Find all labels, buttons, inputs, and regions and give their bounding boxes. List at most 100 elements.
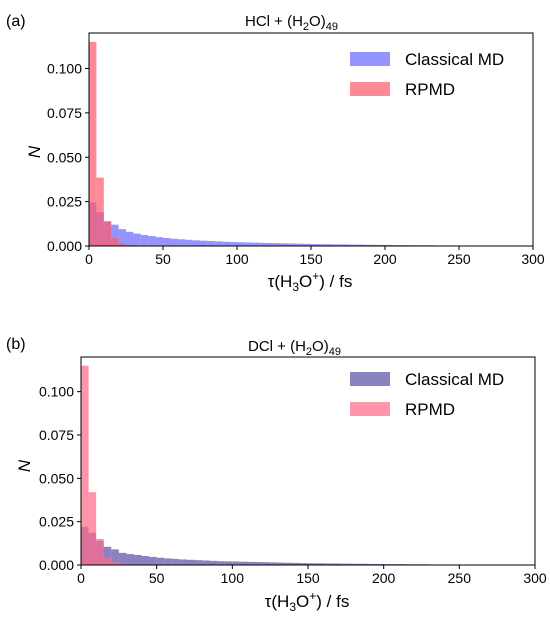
- x-tick-label: 250: [448, 570, 472, 586]
- series-rpmd: [81, 365, 127, 565]
- histogram-bar: [171, 558, 180, 565]
- histogram-bar: [133, 233, 141, 246]
- y-tick-label: 0.025: [39, 514, 74, 530]
- histogram-bar: [338, 563, 346, 565]
- histogram-bar: [179, 559, 187, 565]
- histogram-bar: [209, 560, 218, 565]
- series-classical-md: [89, 202, 459, 246]
- histogram-bar: [140, 234, 149, 246]
- histogram-bar: [239, 561, 248, 565]
- y-tick-label: 0.100: [47, 61, 82, 77]
- x-tick-label: 250: [447, 251, 471, 267]
- histogram-bar: [288, 243, 297, 246]
- histogram-bar: [296, 243, 304, 246]
- histogram-bar: [164, 558, 172, 565]
- histogram-bar: [315, 563, 324, 565]
- x-tick-label: 100: [221, 570, 245, 586]
- x-tick-label: 0: [77, 570, 85, 586]
- histogram-bar: [170, 238, 178, 246]
- y-tick-label: 0.025: [47, 194, 82, 210]
- histogram-bar: [318, 244, 326, 246]
- y-tick-label: 0.000: [47, 238, 82, 254]
- legend-label: Classical MD: [405, 50, 504, 69]
- histogram-bar: [345, 563, 354, 565]
- histogram-bar: [368, 563, 377, 565]
- x-tick-label: 50: [149, 570, 165, 586]
- histogram-bar: [362, 244, 371, 246]
- legend: Classical MD RPMD: [350, 370, 504, 419]
- x-tick-label: 300: [521, 251, 545, 267]
- x-tick-label: 200: [373, 251, 397, 267]
- x-tick-label: 300: [523, 570, 547, 586]
- histogram-bar: [103, 546, 112, 565]
- histogram-bar: [353, 563, 361, 565]
- histogram-bar: [96, 177, 104, 246]
- panel-a: (a) HCl + (H2O)49 N τ(H3O+) / fs 0 50 100 1…: [6, 13, 545, 294]
- chart-title: HCl + (H2O)49: [245, 13, 338, 33]
- histogram-bar: [222, 241, 230, 246]
- histogram-bar: [323, 563, 331, 565]
- histogram-bar: [259, 242, 267, 246]
- histogram-bar: [262, 562, 271, 565]
- histogram-bar: [111, 238, 119, 246]
- panel-label: (b): [6, 336, 26, 353]
- histogram-bar: [330, 563, 339, 565]
- histogram-bar: [202, 560, 210, 565]
- y-tick-label: 0.050: [39, 470, 74, 486]
- legend: Classical MD RPMD: [350, 50, 504, 99]
- histogram-bar: [308, 563, 316, 565]
- histogram-bar: [81, 365, 89, 565]
- histogram-bar: [207, 241, 215, 246]
- histogram-bar: [217, 561, 225, 565]
- histogram-bar: [274, 243, 282, 246]
- x-tick-label: 0: [85, 251, 93, 267]
- histogram-bar: [88, 492, 97, 565]
- x-tick-label: 150: [296, 570, 320, 586]
- y-tick-label: 0.100: [39, 384, 74, 400]
- histogram-bar: [126, 554, 134, 565]
- histogram-bar: [214, 241, 223, 246]
- histogram-bar: [292, 562, 301, 565]
- histogram-bar: [177, 239, 186, 246]
- histogram-bar: [156, 557, 165, 565]
- legend-swatch: [350, 372, 390, 386]
- legend-label: RPMD: [405, 400, 455, 419]
- y-tick-label: 0.075: [39, 427, 74, 443]
- histogram-bar: [270, 562, 278, 565]
- legend-label: Classical MD: [405, 370, 504, 389]
- series-classical-md: [81, 526, 467, 565]
- histogram-bar: [229, 242, 237, 246]
- legend-swatch: [350, 52, 390, 66]
- histogram-bar: [355, 244, 363, 246]
- histogram-bar: [118, 229, 126, 246]
- histogram-bar: [111, 549, 119, 565]
- x-tick-label: 50: [155, 251, 171, 267]
- histogram-bar: [141, 555, 150, 565]
- histogram-bar: [194, 560, 203, 565]
- histogram-bar: [200, 240, 208, 246]
- x-tick-label: 100: [225, 251, 249, 267]
- panel-b: (b) DCl + (H2O)49 N τ(H3O+) / fs 0 50 100 1…: [6, 336, 547, 614]
- histogram-bar: [133, 554, 142, 565]
- histogram-bar: [300, 563, 308, 565]
- histogram-bar: [224, 561, 233, 565]
- histogram-bar: [277, 562, 286, 565]
- histogram-bar: [385, 244, 393, 246]
- histogram-bar: [311, 244, 319, 246]
- plot-area: 0 50 100 150 200 250 300 0.000 0.025 0.050 0.075 0.…: [39, 356, 547, 586]
- histogram-bar: [149, 556, 157, 565]
- histogram-bar: [303, 243, 311, 246]
- x-axis-label: τ(H3O+) / fs: [268, 269, 353, 294]
- histogram-bar: [148, 236, 156, 246]
- y-tick-label: 0.050: [47, 149, 82, 165]
- x-axis-label: τ(H3O+) / fs: [265, 589, 350, 614]
- histogram-bar: [118, 552, 127, 565]
- histogram-bar: [118, 243, 126, 246]
- histogram-bar: [325, 244, 334, 246]
- y-axis-label: N: [25, 145, 44, 158]
- legend-swatch: [350, 82, 390, 96]
- histogram-bar: [237, 242, 245, 246]
- histogram-bar: [186, 559, 195, 565]
- panel-label: (a): [6, 13, 26, 30]
- histogram-bar: [348, 244, 356, 246]
